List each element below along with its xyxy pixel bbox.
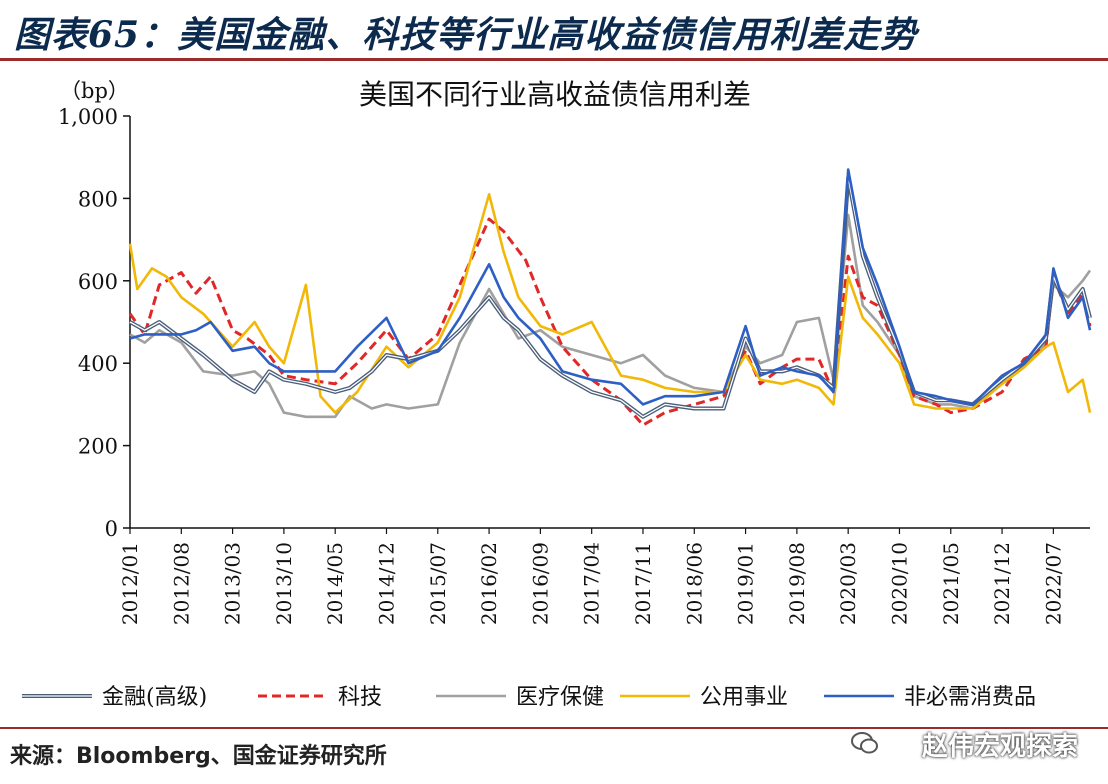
- x-tick-label: 2021/12: [990, 542, 1014, 625]
- y-axis: 0 200 400 600 800 1,000: [58, 105, 131, 541]
- y-tick-label: 400: [78, 352, 118, 376]
- watermark: 赵伟宏观探索: [921, 732, 1078, 762]
- x-tick-label: 2015/07: [426, 542, 450, 625]
- x-tick-label: 2016/09: [528, 542, 552, 625]
- x-tick-label: 2017/11: [631, 542, 655, 625]
- x-axis: 2012/01 2012/08 2013/03 2013/10 2014/05 2014/…: [118, 527, 1090, 625]
- legend-label: 医疗保健: [516, 685, 604, 710]
- x-tick-label: 2021/05: [939, 542, 963, 625]
- title-divider: [0, 58, 1108, 61]
- y-tick-label: 0: [105, 517, 118, 541]
- x-tick-label: 2014/05: [323, 542, 347, 625]
- y-tick-label: 200: [78, 435, 118, 459]
- x-tick-label: 2012/01: [118, 542, 142, 625]
- legend-label: 公用事业: [700, 685, 788, 710]
- line-chart: 美国不同行业高收益债信用利差 （bp） 0 200 400 600 800 1,000 2…: [22, 78, 1092, 710]
- x-tick-label: 2013/03: [221, 542, 245, 625]
- x-tick-label: 2020/10: [887, 542, 911, 625]
- wechat-icon: [851, 732, 878, 754]
- x-tick-label: 2022/07: [1041, 542, 1065, 625]
- x-tick-label: 2019/08: [785, 542, 809, 625]
- series-line-3: [129, 213, 1092, 419]
- source-divider: [0, 727, 1108, 729]
- legend-label: 非必需消费品: [904, 685, 1036, 710]
- source-note: 来源：Bloomberg、国金证券研究所: [10, 744, 387, 769]
- x-tick-label: 2020/03: [836, 542, 860, 625]
- x-tick-label: 2014/12: [374, 542, 398, 625]
- y-tick-label: 800: [78, 187, 118, 211]
- legend: 金融(高级) 科技 医疗保健 公用事业 非必需消费品: [22, 685, 1036, 710]
- y-axis-label: （bp）: [60, 79, 129, 103]
- x-tick-label: 2019/01: [734, 542, 758, 625]
- series-line-2: [128, 217, 1092, 427]
- x-tick-label: 2017/04: [580, 542, 604, 625]
- legend-label: 金融(高级): [102, 685, 207, 710]
- series-layer: [128, 168, 1092, 427]
- x-tick-label: 2016/02: [477, 542, 501, 625]
- series-line-5: [129, 168, 1092, 406]
- y-tick-label: 600: [78, 270, 118, 294]
- x-tick-label: 2012/08: [169, 542, 193, 625]
- chart-title: 美国不同行业高收益债信用利差: [359, 78, 751, 111]
- legend-label: 科技: [338, 685, 382, 710]
- series-line-4: [128, 193, 1092, 414]
- x-tick-label: 2013/10: [272, 542, 296, 625]
- y-tick-label: 1,000: [58, 105, 118, 129]
- figure-title: 图表65：美国金融、科技等行业高收益债信用利差走势: [14, 14, 918, 56]
- x-tick-label: 2018/06: [682, 542, 706, 625]
